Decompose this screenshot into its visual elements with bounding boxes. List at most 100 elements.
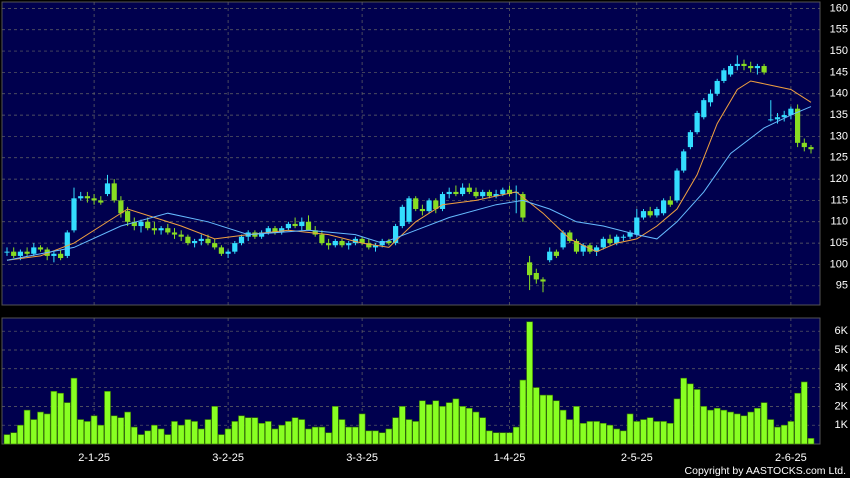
volume-bar (325, 432, 332, 445)
candle-body (406, 198, 412, 222)
y-tick-label: 95 (836, 280, 848, 292)
candle-body (71, 198, 77, 231)
volume-bar (211, 406, 218, 445)
x-tick-label: 2-1-25 (78, 452, 110, 464)
candle-body (453, 191, 459, 195)
volume-bar (653, 421, 661, 445)
candle-body (84, 196, 90, 199)
candle-body (372, 245, 379, 248)
volume-bar (787, 421, 795, 445)
candle-body (299, 221, 305, 227)
volume-bar (171, 421, 178, 445)
candle-body (158, 228, 164, 231)
volume-bar (204, 419, 212, 445)
volume-bar (486, 430, 493, 445)
candle-body (687, 132, 693, 148)
volume-bar (660, 421, 667, 445)
volume-bar (177, 424, 185, 445)
candle-body (265, 228, 271, 233)
candle-body (661, 200, 667, 214)
candle-body (393, 226, 399, 244)
volume-bar (298, 419, 306, 445)
volume-bar (97, 424, 105, 445)
candle-body (741, 63, 747, 67)
candle-body (533, 272, 539, 280)
candle-body (58, 253, 64, 259)
candle-body (346, 243, 352, 246)
candle-body (218, 247, 224, 254)
volume-bar (499, 432, 507, 445)
candle-body (654, 208, 660, 216)
candle-body (145, 221, 151, 229)
candle-body (138, 221, 144, 227)
volume-bar (198, 428, 205, 445)
volume-bar (452, 398, 460, 445)
volume-bar (687, 383, 694, 445)
volume-bar (110, 415, 118, 445)
candle-body (527, 262, 533, 276)
volume-bar (405, 419, 413, 445)
candle-body (573, 240, 580, 252)
volume-bar (780, 424, 788, 445)
candle-body (165, 228, 171, 233)
x-tick-label: 3-2-25 (212, 452, 244, 464)
volume-bar (184, 419, 192, 445)
candle-body (17, 251, 23, 256)
volume-bar (157, 428, 165, 445)
y-tick-label: 100 (830, 258, 848, 270)
y-tick-label: 115 (830, 194, 848, 206)
candle-body (486, 191, 492, 197)
price-panel (1, 1, 821, 306)
candle-body (326, 243, 332, 246)
candle-body (500, 189, 506, 195)
volume-bar (70, 377, 78, 445)
volume-bar (345, 426, 353, 445)
candle-body (707, 93, 714, 103)
volume-bar (419, 400, 426, 445)
candle-body (580, 245, 586, 252)
volume-bar (358, 413, 366, 445)
volume-bar (693, 389, 701, 445)
candle-body (386, 240, 392, 244)
volume-bar (754, 407, 761, 445)
candle-body (125, 211, 131, 222)
volume-bar (774, 426, 781, 445)
y-tick-label: 150 (830, 45, 848, 57)
candle-body (694, 112, 700, 133)
volume-bar (599, 423, 607, 445)
candle-body (433, 200, 439, 209)
candle-body (91, 198, 97, 201)
candle-body (761, 66, 767, 73)
candle-body (620, 236, 626, 238)
candle-body (366, 243, 372, 248)
x-tick-label: 2-5-25 (621, 452, 653, 464)
volume-bar (378, 432, 386, 445)
candle-body (305, 221, 312, 231)
volume-bar (57, 392, 64, 445)
volume-bar (613, 428, 621, 445)
volume-bar (10, 432, 17, 445)
candle-body (24, 251, 30, 254)
y-tick-label: 120 (830, 173, 848, 185)
volume-bar (104, 391, 111, 445)
volume-bar (218, 434, 225, 445)
volume-bar (767, 419, 775, 445)
volume-bar (338, 419, 346, 445)
volume-bar (526, 321, 533, 445)
y-tick-label: 110 (830, 216, 848, 228)
candle-body (614, 236, 620, 244)
volume-bar (700, 406, 708, 445)
candle-body (37, 247, 44, 250)
candle-body (547, 251, 553, 261)
volume-bar (807, 438, 815, 445)
volume-bar (191, 421, 198, 445)
candle-body (279, 228, 285, 233)
candle-body (332, 240, 338, 246)
volume-bar (285, 421, 292, 445)
candle-body (178, 234, 184, 237)
y-tick-label: 3K (835, 381, 849, 393)
candle-body (768, 119, 774, 121)
volume-bar (727, 411, 734, 445)
volume-bar (425, 404, 433, 445)
